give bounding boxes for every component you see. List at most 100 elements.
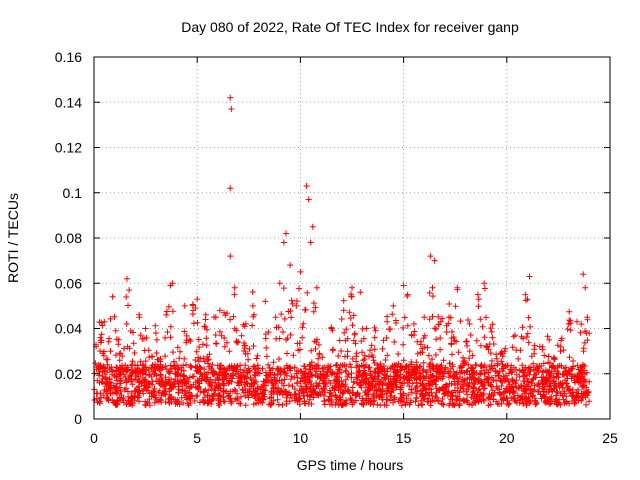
data-point (177, 348, 183, 355)
x-tick-label: 5 (193, 430, 201, 446)
data-point (483, 314, 489, 321)
data-point (254, 385, 261, 392)
data-point (368, 342, 375, 349)
data-point (266, 395, 273, 402)
data-point (371, 334, 378, 341)
data-point (425, 352, 432, 359)
data-point (577, 329, 584, 336)
data-point (494, 369, 501, 376)
data-point (119, 396, 126, 403)
data-point (498, 378, 504, 385)
data-point (251, 363, 258, 370)
data-point (467, 332, 474, 338)
data-point (390, 302, 397, 309)
data-point (307, 369, 314, 376)
data-point (302, 376, 309, 382)
data-point (294, 379, 300, 386)
data-point (102, 380, 109, 387)
data-point (540, 378, 547, 385)
data-point (114, 390, 121, 397)
data-point (438, 400, 445, 407)
data-point (183, 361, 190, 368)
data-point (553, 400, 560, 407)
data-point (465, 317, 471, 323)
data-point (567, 366, 574, 373)
data-point (481, 285, 488, 292)
data-point (170, 349, 176, 356)
data-point (477, 316, 484, 323)
data-point (123, 401, 130, 408)
data-point (365, 387, 372, 394)
data-point (115, 341, 122, 348)
data-point (167, 323, 174, 330)
data-point (445, 374, 452, 381)
data-point (450, 334, 457, 340)
data-point (576, 370, 583, 377)
data-point (353, 353, 360, 360)
data-point (227, 94, 234, 101)
data-point (104, 394, 111, 401)
data-point (162, 374, 169, 381)
data-point (545, 353, 552, 360)
data-point (466, 321, 473, 327)
data-point (221, 371, 228, 378)
data-point (384, 388, 391, 395)
data-point (466, 355, 473, 362)
data-point (372, 373, 379, 380)
data-point (197, 365, 204, 371)
data-point (485, 395, 492, 402)
data-point (485, 346, 492, 353)
data-point (426, 316, 433, 323)
data-point (506, 381, 513, 388)
data-point (479, 323, 486, 330)
data-point (474, 291, 481, 298)
data-point (345, 388, 352, 395)
data-point (365, 364, 372, 371)
data-point (96, 400, 103, 407)
data-point (231, 291, 238, 298)
data-point (389, 362, 396, 369)
data-point (484, 343, 491, 350)
data-point (539, 343, 546, 350)
data-point (194, 363, 201, 370)
data-point (206, 363, 213, 370)
data-point (439, 315, 446, 322)
data-point (224, 310, 230, 317)
data-point (353, 358, 360, 365)
data-point (400, 357, 407, 364)
data-point (168, 393, 175, 400)
data-point (244, 369, 251, 376)
data-point (335, 386, 342, 393)
data-point (477, 342, 484, 349)
data-point (504, 401, 510, 407)
data-point (363, 375, 370, 382)
data-point (208, 383, 215, 390)
data-point (408, 386, 415, 393)
data-point (295, 347, 302, 354)
data-point (145, 379, 152, 386)
data-point (275, 365, 282, 372)
data-point (371, 324, 378, 331)
data-point (104, 361, 111, 368)
data-point (546, 360, 553, 367)
data-point (213, 340, 219, 347)
data-point (100, 348, 107, 355)
data-point (384, 352, 391, 359)
data-point (237, 362, 244, 369)
data-point (398, 395, 404, 402)
data-point (498, 365, 505, 372)
data-point (570, 358, 576, 364)
data-point (269, 365, 276, 372)
data-point (335, 353, 342, 359)
data-point (475, 386, 482, 393)
data-point (303, 183, 310, 189)
data-point (397, 398, 404, 405)
data-point (490, 341, 497, 347)
data-point (216, 385, 223, 392)
data-point (360, 357, 367, 364)
data-point (566, 308, 573, 315)
data-point (511, 397, 518, 403)
data-point (228, 106, 235, 112)
data-point (349, 284, 355, 291)
data-point (98, 319, 105, 326)
